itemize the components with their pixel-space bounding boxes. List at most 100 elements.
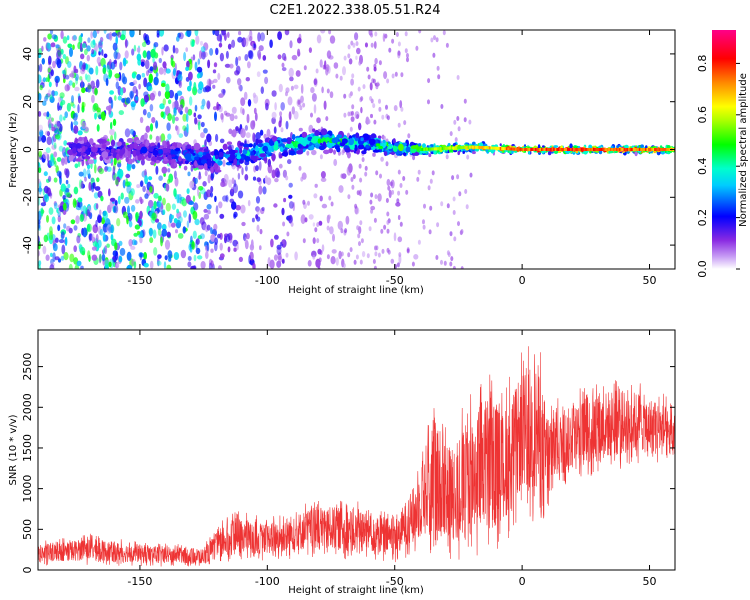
noise-mark: [202, 181, 207, 187]
noise-mark: [91, 246, 97, 251]
noise-mark: [251, 217, 255, 223]
noise-mark: [126, 264, 133, 269]
noise-mark: [204, 139, 207, 147]
noise-mark: [130, 101, 136, 108]
noise-mark: [396, 262, 400, 268]
carrier-mark: [519, 147, 522, 151]
signal-mark: [80, 152, 86, 156]
noise-mark: [181, 198, 187, 207]
signal-mark: [301, 131, 308, 138]
signal-mark: [336, 134, 343, 138]
carrier-mark: [548, 148, 551, 151]
noise-mark: [87, 173, 91, 179]
signal-mark: [263, 157, 268, 162]
noise-mark: [288, 67, 294, 78]
noise-mark: [64, 111, 68, 119]
noise-mark: [160, 82, 166, 88]
signal-mark: [110, 148, 115, 153]
signal-mark: [392, 144, 398, 152]
noise-mark: [130, 204, 136, 212]
carrier-mark: [464, 145, 467, 149]
signal-mark: [167, 154, 172, 160]
noise-mark: [417, 169, 421, 175]
noise-mark: [59, 92, 65, 99]
signal-mark: [410, 145, 418, 150]
carrier-mark: [470, 145, 473, 149]
signal-mark: [226, 141, 233, 145]
noise-mark: [189, 80, 192, 88]
noise-mark: [62, 195, 66, 200]
noise-mark: [116, 262, 120, 267]
noise-mark: [147, 85, 153, 92]
noise-mark: [391, 38, 395, 44]
noise-mark: [94, 112, 97, 120]
carrier-mark: [434, 147, 437, 151]
colorbar: 0.0 0.2 0.4 0.6 0.8 Normalized spectral ampl…: [696, 30, 749, 278]
noise-mark: [252, 132, 256, 143]
noise-mark: [60, 183, 66, 192]
noise-mark: [235, 65, 241, 75]
colorbar-tick-label: 0.8: [696, 55, 709, 72]
noise-mark: [53, 151, 58, 158]
noise-mark: [212, 69, 217, 74]
noise-mark: [86, 164, 91, 170]
noise-mark: [366, 253, 370, 259]
noise-mark: [118, 255, 123, 263]
noise-mark: [96, 177, 100, 183]
carrier-mark: [440, 147, 443, 151]
noise-mark: [256, 71, 261, 78]
noise-mark: [258, 45, 264, 52]
signal-mark: [311, 137, 318, 144]
noise-mark: [279, 111, 283, 117]
noise-mark: [198, 186, 204, 191]
noise-mark: [115, 179, 119, 186]
x-tick-label: -150: [127, 274, 152, 287]
noise-mark: [189, 180, 195, 189]
signal-mark: [169, 145, 176, 150]
noise-mark: [210, 233, 216, 242]
noise-mark: [129, 90, 135, 99]
noise-mark: [342, 66, 346, 76]
noise-mark: [393, 105, 398, 112]
noise-mark: [354, 206, 360, 215]
noise-mark: [267, 164, 273, 174]
noise-mark: [399, 183, 403, 188]
noise-mark: [185, 47, 188, 52]
noise-mark: [82, 168, 87, 179]
noise-mark: [210, 192, 213, 198]
noise-mark: [111, 32, 118, 37]
carrier-mark: [495, 146, 498, 150]
noise-mark: [210, 260, 214, 268]
noise-mark: [70, 121, 74, 132]
noise-mark: [165, 68, 171, 74]
noise-mark: [38, 185, 42, 195]
carrier-mark: [625, 148, 628, 151]
carrier-mark: [424, 147, 427, 151]
noise-mark: [189, 246, 193, 253]
noise-mark: [102, 210, 108, 221]
noise-mark: [244, 54, 249, 61]
noise-mark: [259, 228, 263, 235]
noise-mark: [174, 92, 179, 101]
noise-mark: [219, 52, 224, 62]
carrier-mark: [476, 145, 479, 149]
carrier-mark: [449, 146, 452, 150]
noise-mark: [385, 104, 388, 110]
noise-mark: [373, 217, 377, 223]
noise-mark: [113, 157, 117, 166]
noise-mark: [195, 35, 200, 45]
noise-mark: [276, 244, 282, 250]
noise-mark: [155, 165, 159, 175]
carrier-mark: [518, 147, 521, 151]
noise-mark: [343, 93, 347, 99]
noise-mark: [289, 76, 294, 82]
noise-mark: [161, 166, 168, 174]
signal-mark: [344, 147, 351, 153]
signal-mark: [323, 149, 330, 155]
signal-mark: [550, 151, 554, 154]
noise-mark: [54, 237, 59, 243]
noise-mark: [178, 79, 183, 89]
noise-mark: [72, 198, 77, 209]
noise-mark: [79, 214, 85, 222]
noise-mark: [191, 40, 195, 47]
